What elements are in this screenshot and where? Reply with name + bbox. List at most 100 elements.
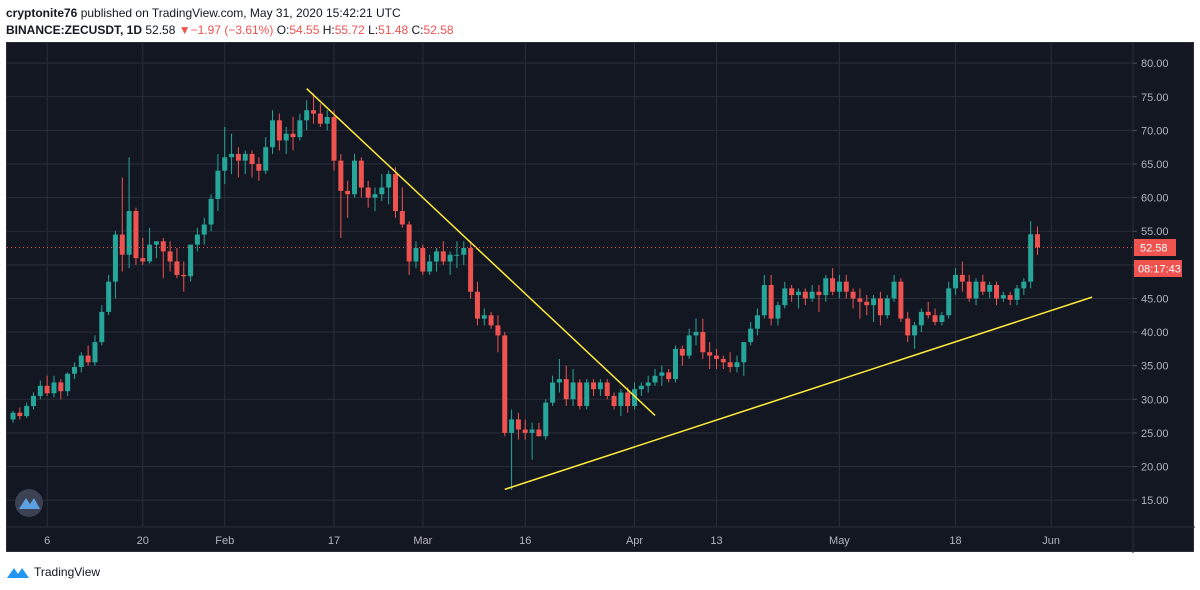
candle [768, 274, 774, 326]
candle [884, 295, 890, 319]
candle-body [686, 335, 692, 356]
candle-body [37, 385, 43, 396]
tradingview-watermark[interactable] [15, 489, 43, 517]
candle-body [447, 254, 453, 262]
candle-body [71, 367, 77, 374]
candle [44, 375, 50, 396]
candle [208, 194, 214, 232]
candle-body [270, 120, 276, 148]
low-value: 51.48 [378, 23, 409, 37]
candle [666, 369, 672, 383]
candle [912, 321, 918, 349]
candle-body [638, 385, 644, 390]
candle [283, 127, 289, 154]
candle [229, 133, 235, 175]
candle-body [1028, 234, 1034, 282]
countdown-label: 08:17:43 [1138, 263, 1181, 275]
candle [604, 379, 610, 400]
candle [188, 244, 194, 282]
candle-body [468, 248, 474, 292]
candle-body [153, 241, 159, 245]
candle-body [761, 285, 767, 316]
candle [194, 227, 200, 252]
author-name[interactable]: cryptonite76 [6, 6, 78, 20]
candle [276, 113, 282, 151]
candle [30, 392, 36, 410]
candle [570, 369, 576, 406]
low-label: L: [368, 23, 379, 37]
candle [297, 113, 303, 141]
price-tick-label: 25.00 [1141, 428, 1169, 440]
chart-panel[interactable]: 80.0075.0070.0065.0060.0055.0050.0045.00… [6, 42, 1195, 553]
candle-body [474, 291, 480, 319]
time-tick-label: May [829, 535, 850, 547]
candle-body [92, 342, 98, 363]
candle-body [160, 241, 166, 252]
candle-body [522, 429, 528, 433]
candle [78, 352, 84, 373]
candlestick-chart[interactable]: 80.0075.0070.0065.0060.0055.0050.0045.00… [7, 43, 1195, 553]
candle [973, 278, 979, 306]
price-tick-label: 75.00 [1141, 92, 1169, 104]
candle-body [515, 419, 521, 430]
candle-body [420, 248, 426, 272]
candle-body [884, 298, 890, 316]
price-tick-label: 70.00 [1141, 125, 1169, 137]
candle [338, 153, 344, 238]
candle [925, 301, 931, 319]
candle-body [727, 362, 733, 368]
candle [693, 318, 699, 346]
candle [502, 332, 508, 437]
candle [399, 187, 405, 228]
candle [720, 355, 726, 370]
candle [987, 281, 993, 299]
footer-brand[interactable]: TradingView [34, 565, 101, 579]
candle-body [720, 358, 726, 363]
candle [836, 274, 842, 299]
candle-body [891, 281, 897, 299]
countdown-tag [1134, 259, 1182, 277]
price-tick-label: 80.00 [1141, 58, 1169, 70]
candle-body [174, 261, 180, 275]
candle [454, 241, 460, 269]
candle [673, 345, 679, 383]
candle-body [112, 234, 118, 282]
candle [966, 274, 972, 302]
candle-body [392, 174, 398, 212]
candle [249, 150, 255, 178]
candle-body [980, 281, 986, 292]
candle-body [584, 382, 590, 406]
candle-body [550, 382, 556, 403]
candle-body [836, 281, 842, 292]
candle [1007, 291, 1013, 306]
candle [181, 261, 187, 292]
candle-body [181, 274, 187, 277]
candle-body [338, 160, 344, 191]
down-arrow-icon: ▼ [178, 23, 191, 37]
candle [317, 103, 323, 128]
candle-body [311, 110, 317, 114]
candle [324, 110, 330, 131]
last-price-label: 52.58 [1140, 242, 1168, 254]
candle [488, 311, 494, 329]
open-value: 54.55 [289, 23, 320, 37]
candle-body [1007, 295, 1013, 300]
time-tick-label: 6 [44, 535, 50, 547]
candle-body [44, 385, 50, 394]
candle [864, 295, 870, 316]
candle-body [352, 160, 357, 195]
candle-body [242, 153, 248, 161]
candle-body [748, 328, 754, 343]
last-price-text: 52.58 [145, 23, 176, 37]
candle [65, 372, 71, 396]
candle [433, 248, 439, 272]
candle-body [775, 305, 781, 319]
candle-body [768, 285, 774, 319]
trendline[interactable] [504, 296, 1093, 491]
candle-body [625, 392, 631, 406]
candle [850, 288, 856, 309]
symbol-name: BINANCE:ZECUSDT, 1D [6, 23, 143, 37]
trendline[interactable] [306, 88, 656, 416]
candle-body [652, 375, 658, 383]
candle-body [106, 281, 112, 312]
